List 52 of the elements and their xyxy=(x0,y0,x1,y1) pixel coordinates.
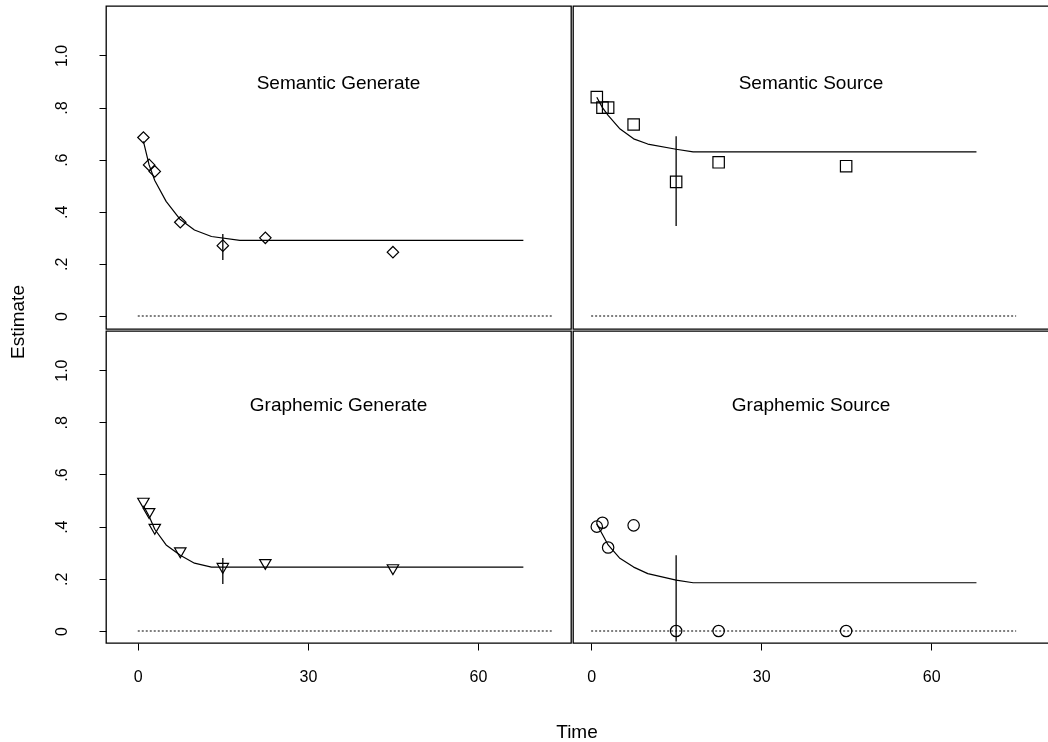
y-tick-label: .6 xyxy=(52,153,70,167)
y-tick-label: .2 xyxy=(52,572,70,586)
point xyxy=(386,245,400,259)
point xyxy=(601,101,615,114)
point xyxy=(839,159,853,173)
y-tick-label: 0 xyxy=(52,626,70,636)
x-tick-label: 60 xyxy=(922,667,941,685)
point xyxy=(590,520,604,533)
point xyxy=(142,158,156,172)
point xyxy=(137,131,150,144)
point xyxy=(148,523,162,535)
x-tick-label: 30 xyxy=(299,667,318,685)
point xyxy=(627,118,640,131)
y-tick-label: 1.0 xyxy=(52,44,70,68)
x-tick-label: 30 xyxy=(752,667,771,685)
text: Semantic Generate xyxy=(256,72,421,94)
point xyxy=(601,541,615,554)
point xyxy=(259,558,272,571)
point xyxy=(142,508,156,520)
y-tick-label: 1.0 xyxy=(52,359,70,382)
text: Graphemic Generate xyxy=(249,394,428,416)
y-tick-label: 0 xyxy=(52,311,70,321)
point xyxy=(216,239,230,252)
text: Semantic Source xyxy=(738,72,884,94)
point xyxy=(669,624,683,638)
x-axis-title: Time xyxy=(556,721,598,742)
point xyxy=(590,90,604,104)
y-tick-label: .6 xyxy=(52,468,70,482)
point xyxy=(173,215,187,229)
y-tick-label: .4 xyxy=(52,205,70,219)
point xyxy=(173,547,187,559)
point xyxy=(386,564,400,576)
y-tick-label: .8 xyxy=(52,416,70,430)
x-tick-label: 0 xyxy=(133,667,143,685)
point xyxy=(839,624,853,638)
y-tick-label: .8 xyxy=(52,101,70,115)
point xyxy=(137,497,150,509)
y-tick-label: .4 xyxy=(52,520,70,534)
point xyxy=(596,516,609,530)
point xyxy=(216,562,230,574)
point xyxy=(148,165,162,178)
point xyxy=(596,101,609,114)
x-tick-label: 60 xyxy=(469,667,488,685)
point xyxy=(712,155,725,169)
point xyxy=(259,231,272,245)
y-tick-label: .2 xyxy=(52,257,70,272)
y-axis-title: Estimate xyxy=(7,285,29,359)
text: Graphemic Source xyxy=(731,394,891,416)
point xyxy=(712,624,725,638)
point xyxy=(627,519,640,532)
x-tick-label: 0 xyxy=(587,667,597,685)
point xyxy=(669,175,683,189)
